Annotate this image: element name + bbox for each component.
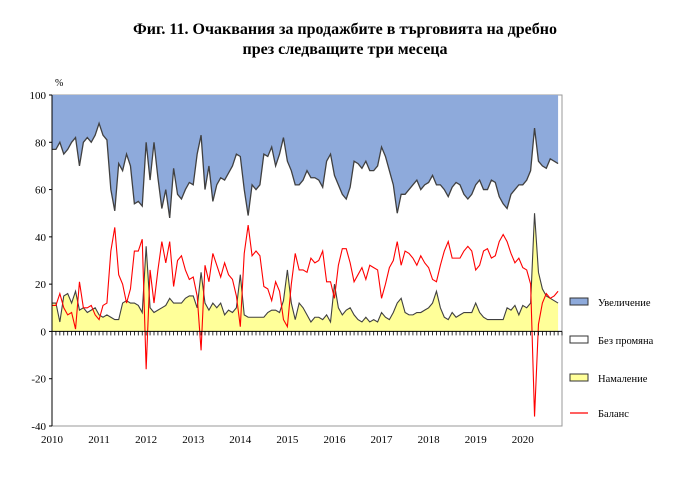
chart-title: Фиг. 11. Очаквания за продажбите в търго… — [0, 20, 690, 60]
y-tick-label: 80 — [35, 137, 47, 149]
x-tick-label: 2011 — [88, 434, 110, 446]
x-tick-label: 2012 — [135, 434, 157, 446]
increase-area — [52, 95, 559, 218]
y-tick-label: 60 — [35, 185, 47, 197]
decrease-line — [52, 213, 559, 324]
legend-label: Намаление — [598, 374, 648, 385]
x-tick-label: 2020 — [512, 434, 535, 446]
x-tick-label: 2015 — [276, 434, 299, 446]
legend-label: Баланс — [598, 409, 629, 420]
legend-label: Увеличение — [598, 298, 651, 309]
chart-title-line2: през следващите три месеца — [242, 41, 448, 58]
x-tick-label: 2016 — [323, 434, 346, 446]
y-tick-label: -20 — [31, 374, 46, 386]
chart-title-line1: Фиг. 11. Очаквания за продажбите в търго… — [132, 21, 557, 38]
x-tick-label: 2018 — [418, 434, 441, 446]
y-tick-label: 40 — [35, 232, 47, 244]
decrease-area — [52, 213, 559, 332]
legend-swatch — [569, 297, 589, 306]
x-tick-label: 2019 — [465, 434, 488, 446]
legend-label: Без промяна — [598, 336, 654, 347]
balance-line — [52, 224, 559, 417]
x-tick-label: 2013 — [182, 434, 205, 446]
y-axis-unit: % — [55, 78, 63, 89]
x-tick-label: 2010 — [41, 434, 64, 446]
legend-swatch — [569, 335, 589, 344]
y-tick-label: 0 — [41, 326, 47, 338]
legend-swatch — [569, 373, 589, 382]
y-tick-label: 20 — [35, 279, 47, 291]
y-tick-label: -40 — [31, 421, 46, 433]
x-tick-label: 2017 — [371, 434, 394, 446]
x-tick-label: 2014 — [229, 434, 252, 446]
y-tick-label: 100 — [30, 90, 47, 102]
no-change-upper-line — [52, 121, 559, 219]
